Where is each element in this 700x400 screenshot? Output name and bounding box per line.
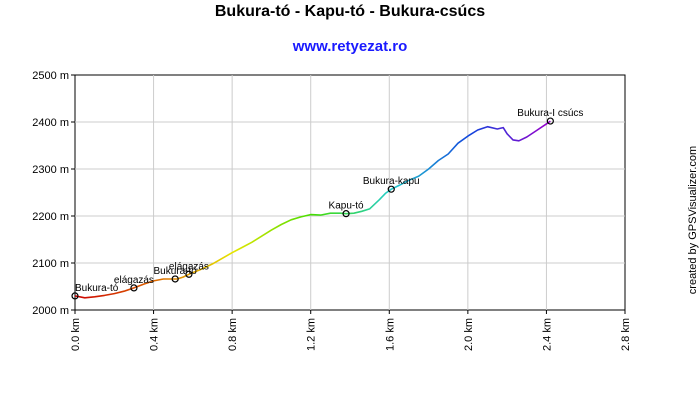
- y-tick-label: 2200 m: [32, 211, 69, 223]
- x-tick-label: 2.0 km: [463, 318, 475, 351]
- waypoint-marker: [71, 292, 79, 300]
- x-tick-label: 0.4 km: [149, 318, 161, 351]
- waypoint-label: elágazás: [114, 275, 154, 286]
- plot-area: [74, 74, 626, 311]
- waypoint-label: Bukura-I csúcs: [517, 108, 583, 119]
- y-tick-label: 2100 m: [32, 258, 69, 270]
- x-tick-label: 1.6 km: [384, 318, 396, 351]
- waypoint-marker: [171, 275, 179, 283]
- waypoint-marker: [130, 284, 138, 292]
- waypoint-label: Bukura-tó: [75, 283, 119, 294]
- x-tick-label: 0.8 km: [227, 318, 239, 351]
- x-tick-label: 1.2 km: [306, 318, 318, 351]
- waypoints: Bukura-tóelágazásBukura-tóelágazásKapu-t…: [71, 108, 583, 300]
- x-tick-label: 0.0 km: [70, 318, 82, 351]
- y-axis-ticks: 2000 m 2100 m 2200 m 2300 m 2400 m 2500 m: [32, 70, 75, 317]
- waypoint-label: Bukura-kapu: [363, 176, 420, 187]
- credit-label: created by GPSVisualizer.com: [687, 146, 699, 294]
- y-tick-label: 2000 m: [32, 305, 69, 317]
- y-tick-label: 2500 m: [32, 70, 69, 82]
- chart-subtitle-link[interactable]: www.retyezat.ro: [292, 38, 408, 55]
- y-tick-label: 2400 m: [32, 117, 69, 129]
- waypoint-marker: [387, 185, 395, 193]
- x-axis-ticks: 0.0 km 0.4 km 0.8 km 1.2 km 1.6 km 2.0 km 2.4 …: [70, 310, 632, 351]
- y-tick-label: 2300 m: [32, 164, 69, 176]
- waypoint-marker: [185, 270, 193, 278]
- waypoint-label: Kapu-tó: [329, 201, 364, 212]
- waypoint-marker: [342, 210, 350, 218]
- grid-lines: [75, 75, 625, 310]
- waypoint-label: Bukura-tó: [153, 266, 197, 277]
- waypoint-label: elágazás: [169, 261, 209, 272]
- credit-text: created by GPSVisualizer.com: [684, 120, 700, 320]
- elevation-line: [74, 120, 551, 299]
- chart-title: Bukura-tó - Kapu-tó - Bukura-csúcs: [214, 3, 486, 20]
- x-tick-label: 2.8 km: [620, 318, 632, 351]
- waypoint-marker: [546, 117, 554, 125]
- x-tick-label: 2.4 km: [541, 318, 553, 351]
